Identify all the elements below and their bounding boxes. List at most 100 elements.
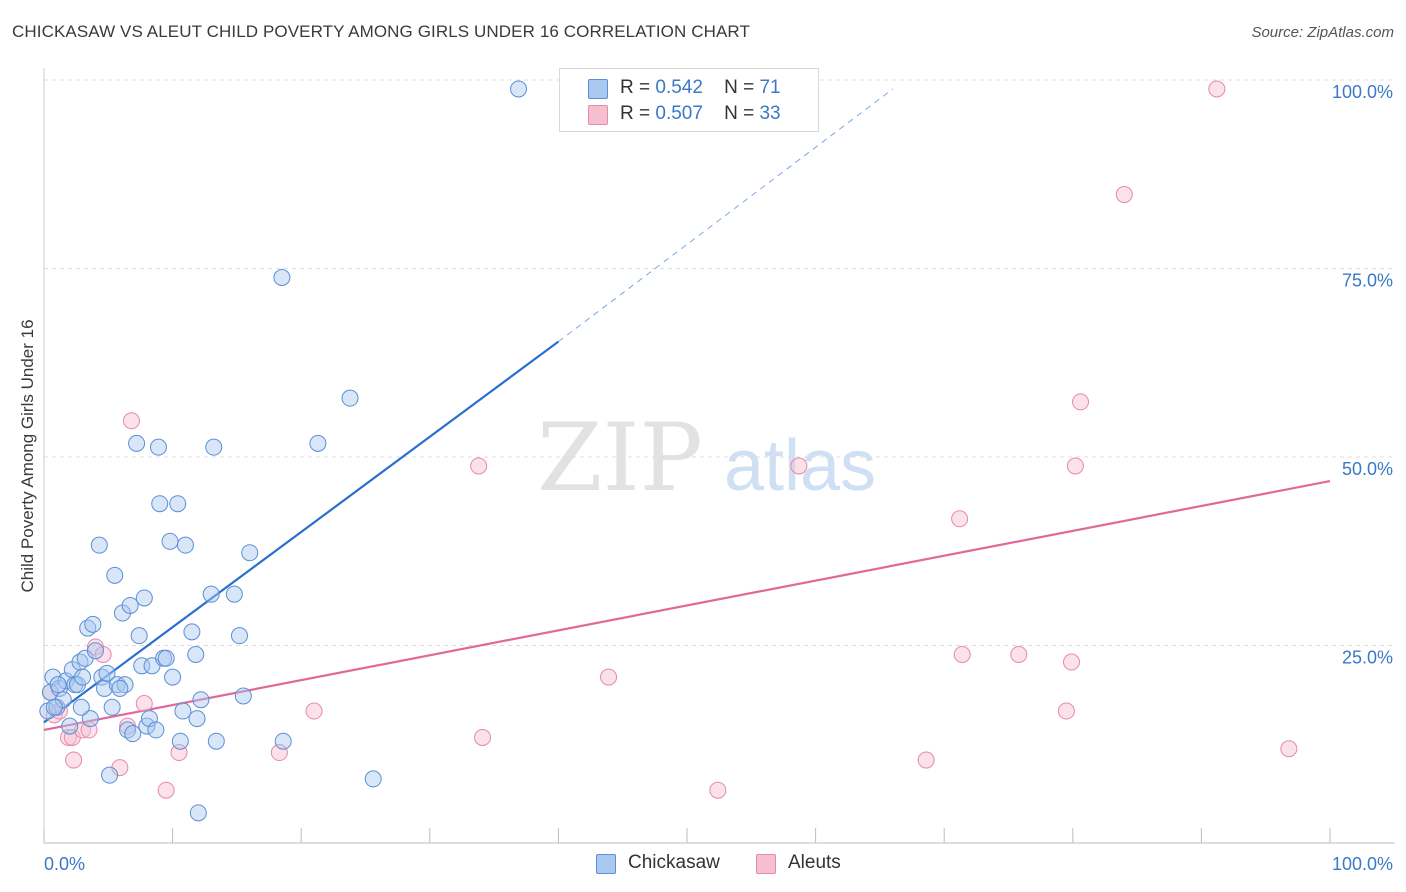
chickasaw-point (364, 770, 382, 788)
chickasaw-point (241, 544, 259, 562)
tick-labels: 25.0% 50.0% 75.0% 100.0% 0.0% 100.0% (44, 82, 1393, 874)
legend-r-label: R = (620, 103, 651, 124)
y-tick-label: 100.0% (1332, 82, 1393, 102)
chickasaw-point (106, 566, 124, 584)
aleuts-point (470, 457, 488, 475)
aleuts-point (157, 781, 175, 799)
axes (43, 68, 1395, 844)
chickasaw-point (98, 664, 116, 682)
chickasaw-point (510, 80, 528, 98)
chickasaw-point (157, 649, 175, 667)
aleuts-point (474, 728, 492, 746)
legend-n-label: N = (724, 103, 755, 124)
chickasaw-point (84, 615, 102, 633)
chickasaw-point (130, 627, 148, 645)
chickasaw-point (61, 717, 79, 735)
aleuts-trendline (43, 480, 1331, 731)
legend-r-label: R = (620, 77, 651, 98)
chickasaw-point (161, 532, 179, 550)
source-label: Source: ZipAtlas.com (1251, 24, 1394, 41)
chickasaw-point (205, 438, 223, 456)
chickasaw-point (164, 668, 182, 686)
chickasaw-point (176, 536, 194, 554)
chickasaw-point (124, 725, 142, 743)
watermark: ZIP atlas (537, 404, 876, 513)
chickasaw-point (187, 646, 205, 663)
x-tick-label: 0.0% (44, 854, 85, 874)
x-tick-label: 100.0% (1332, 854, 1393, 874)
aleuts-point (65, 751, 83, 769)
chickasaw-point (309, 434, 327, 452)
chickasaw-point (274, 732, 292, 750)
chickasaw-point (128, 434, 146, 452)
legend-n-label: N = (724, 77, 755, 98)
chickasaw-point (189, 804, 207, 822)
chickasaw-point (103, 698, 121, 716)
chickasaw-point (135, 589, 153, 607)
chickasaw-point (49, 676, 67, 694)
chart-title: CHICKASAW VS ALEUT CHILD POVERTY AMONG G… (12, 22, 750, 41)
chickasaw-point (149, 438, 167, 456)
aleuts-point (917, 751, 935, 769)
chickasaw-point (192, 691, 210, 709)
series-swatch-chickasaw (596, 854, 616, 874)
aleuts-point (305, 702, 323, 720)
chickasaw-point (174, 702, 192, 720)
aleuts-point (1063, 653, 1081, 671)
aleuts-point (1010, 646, 1028, 663)
aleuts-point (1208, 80, 1226, 98)
aleuts-point (790, 457, 808, 475)
chickasaw-point (45, 698, 63, 716)
correlation-legend: R = 0.542 N = 71 R = 0.507 N = 33 (559, 68, 819, 132)
series-label-aleuts: Aleuts (788, 852, 841, 873)
data-points (39, 80, 1298, 822)
chickasaw-point (133, 657, 151, 675)
y-tick-label: 75.0% (1342, 271, 1393, 291)
chickasaw-point (225, 585, 243, 603)
aleuts-point (709, 781, 727, 799)
watermark-atlas: atlas (724, 426, 876, 506)
aleuts-point (1115, 186, 1133, 204)
legend-swatch-aleuts (588, 105, 608, 125)
chickasaw-point (74, 668, 92, 686)
aleuts-point (270, 744, 288, 762)
chickasaw-point (90, 536, 108, 554)
aleuts-point (94, 646, 112, 663)
aleuts-point (1280, 740, 1298, 758)
aleuts-point (122, 412, 140, 430)
aleuts-point (135, 695, 153, 713)
chickasaw-point (151, 495, 169, 513)
chickasaw-point (81, 710, 99, 728)
chickasaw-point (171, 732, 189, 750)
aleuts-point (1072, 393, 1090, 411)
chickasaw-point (234, 687, 252, 705)
watermark-zip: ZIP (537, 404, 703, 513)
y-tick-label: 25.0% (1342, 648, 1393, 668)
chickasaw-point (341, 389, 359, 407)
aleuts-point (951, 510, 969, 528)
legend-r-value: 0.507 (655, 103, 703, 124)
chickasaw-point (169, 495, 187, 513)
chickasaw-point (147, 721, 165, 739)
chickasaw-point (101, 766, 119, 784)
legend-n-value: 71 (759, 77, 781, 98)
chickasaw-point (72, 698, 90, 716)
chickasaw-point (202, 585, 220, 603)
chickasaw-point (188, 710, 206, 728)
legend-swatch-chickasaw (588, 79, 608, 99)
aleuts-point (600, 668, 618, 686)
chickasaw-point (183, 623, 201, 641)
y-tick-label: 50.0% (1342, 459, 1393, 479)
grid-lines (44, 79, 1395, 646)
series-label-chickasaw: Chickasaw (628, 852, 720, 873)
aleuts-point (1057, 702, 1075, 720)
chickasaw-point (207, 732, 225, 750)
chickasaw-point (86, 642, 104, 660)
aleuts-point (953, 646, 971, 663)
chickasaw-trendline (43, 340, 560, 724)
aleuts-point (1066, 457, 1084, 475)
legend-n-value: 33 (759, 103, 781, 124)
chickasaw-point (273, 269, 291, 286)
series-swatch-aleuts (756, 854, 776, 874)
